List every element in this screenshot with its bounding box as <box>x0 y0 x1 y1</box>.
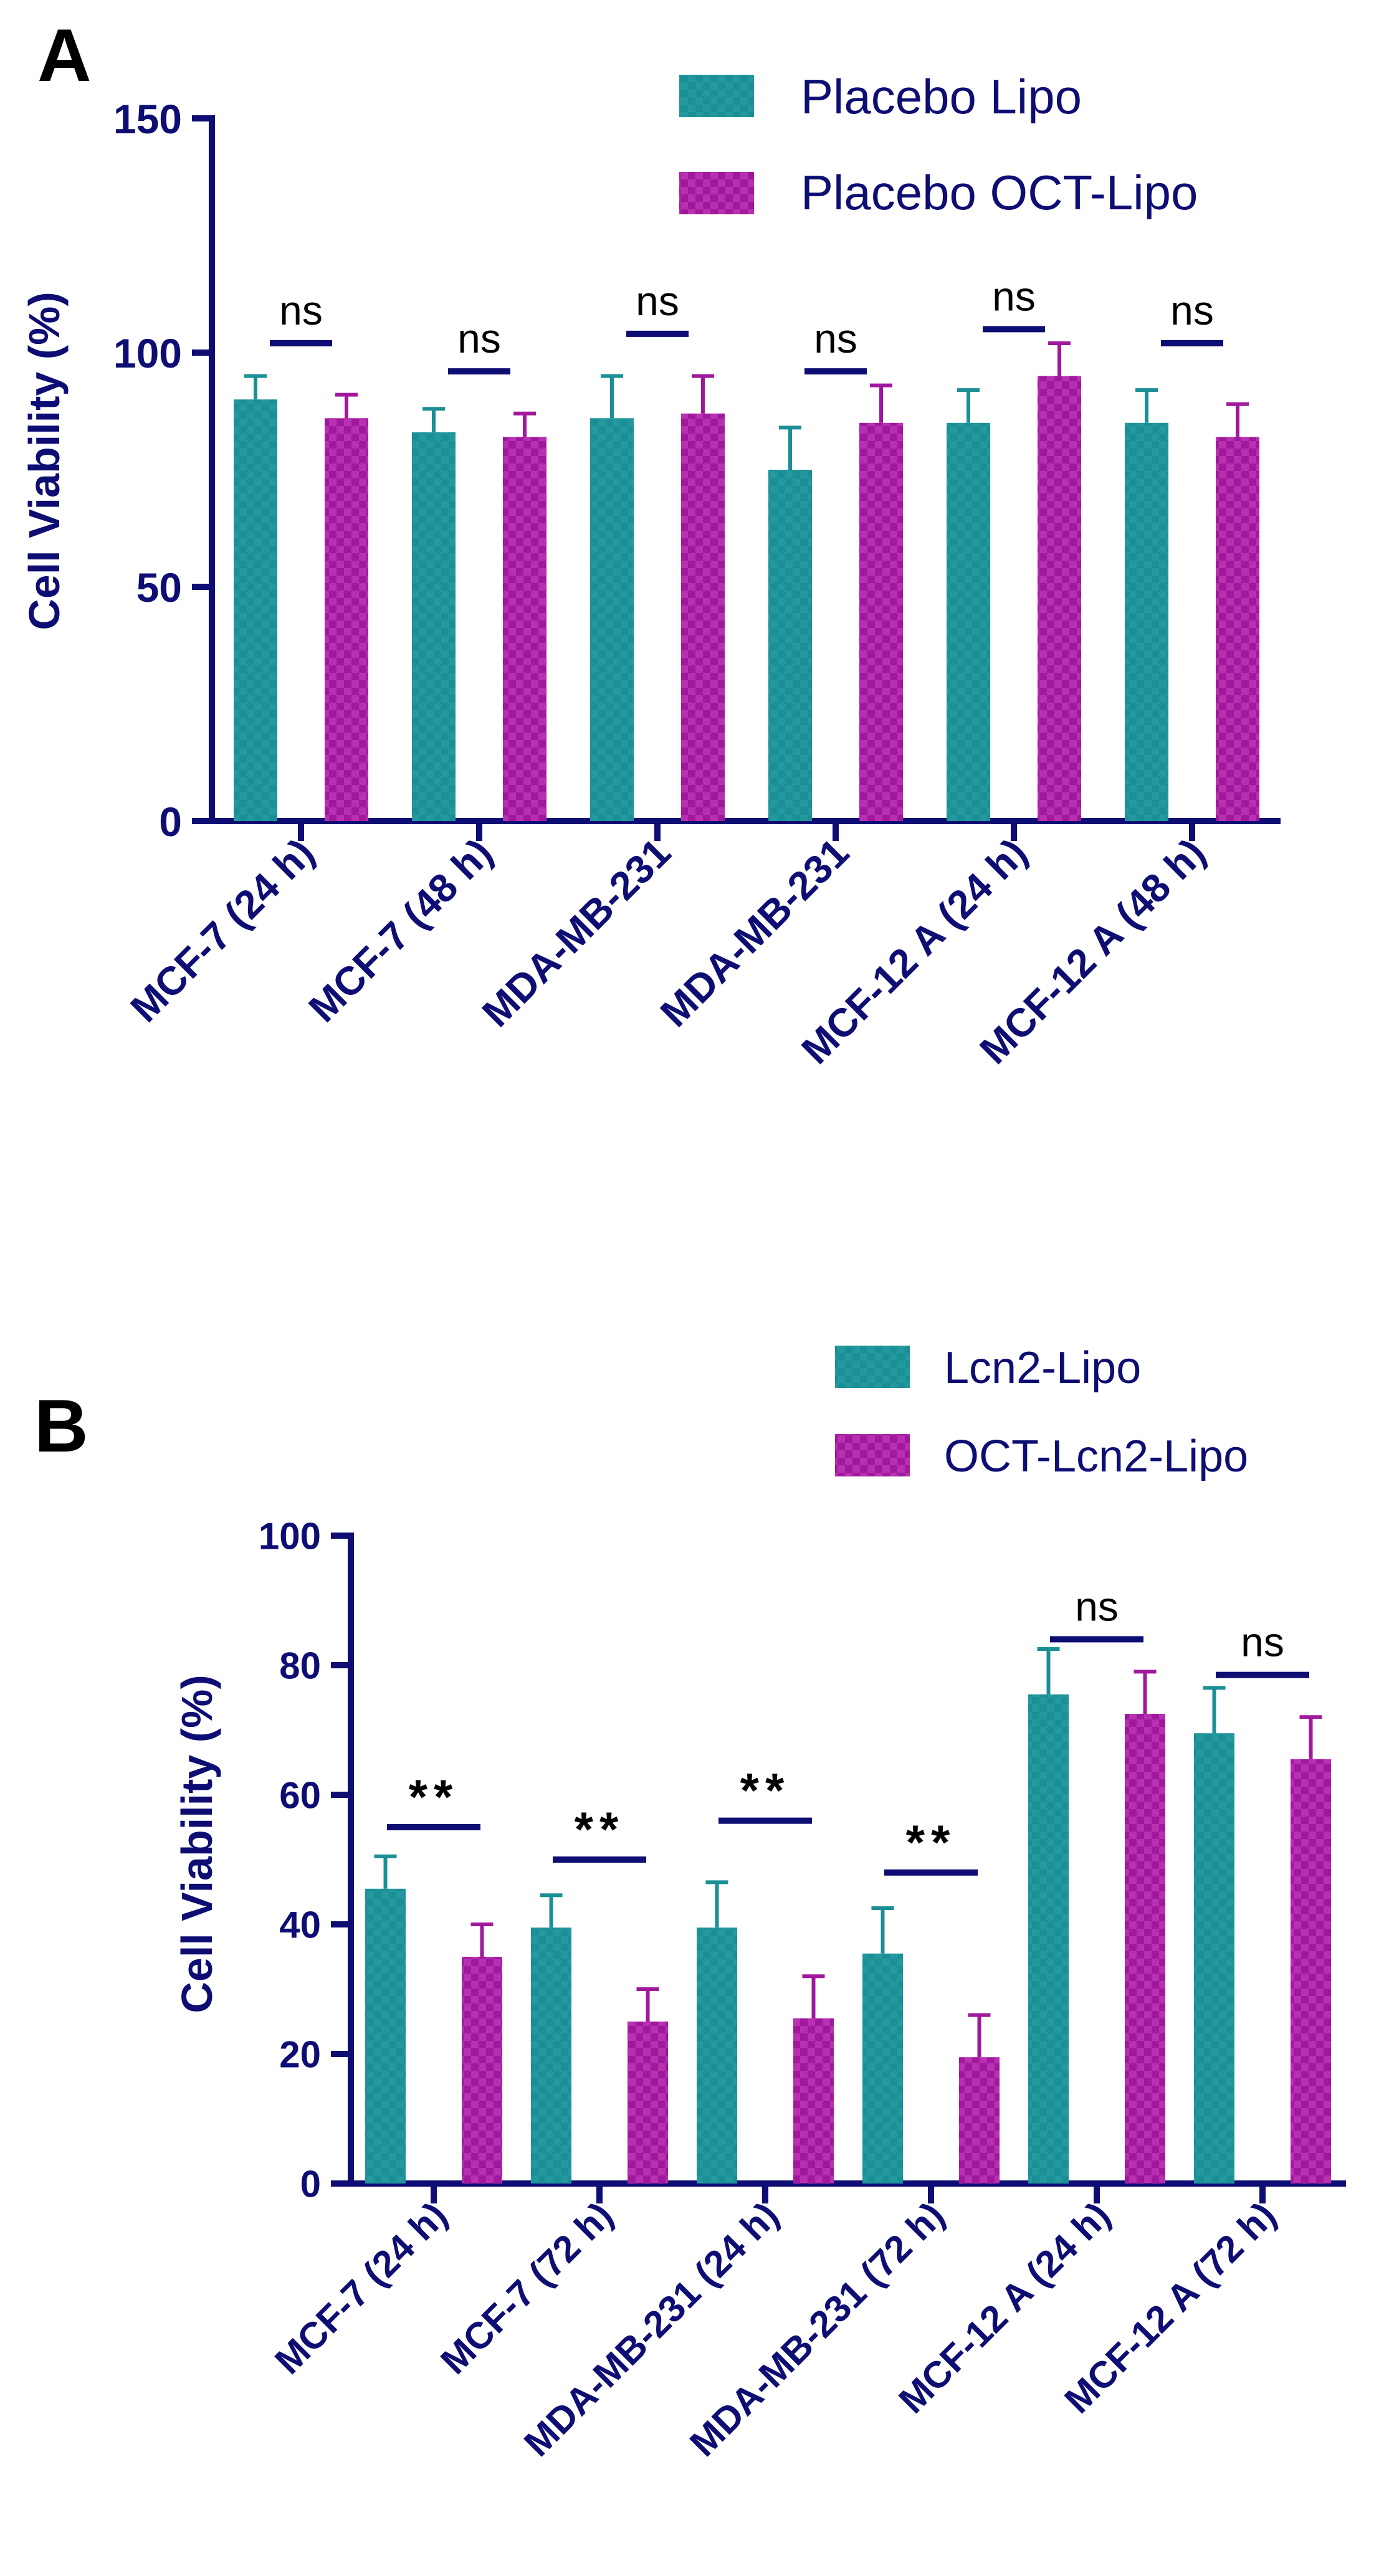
category-label: MCF-7 (24 h) <box>267 2194 455 2382</box>
bar-series2 <box>1291 1759 1331 2184</box>
bar-series1 <box>412 432 456 821</box>
bar-series1 <box>1028 1694 1069 2184</box>
bar-series1 <box>947 422 990 821</box>
significance-label: ns <box>1075 1583 1119 1629</box>
bar-series2 <box>462 1957 502 2184</box>
category-label: MCF-7 (72 h) <box>432 2194 621 2382</box>
legend-swatch-oct-lcn2-lipo <box>835 1434 910 1476</box>
panel-a-category-labels: MCF-7 (24 h)MCF-7 (48 h)MDA-MB-231MDA-MB… <box>122 830 1213 1073</box>
bar-series1 <box>590 418 634 821</box>
bar-series2 <box>1038 376 1081 821</box>
bar-series2 <box>793 2018 834 2184</box>
panel-a-legend: Placebo Lipo Placebo OCT-Lipo <box>679 69 1198 220</box>
bar-series2 <box>628 2022 668 2184</box>
panel-a-letter: A <box>37 14 92 97</box>
panel-b-y-ticks: 0 20 40 60 80 100 <box>259 1516 1346 2205</box>
bar-series1 <box>862 1953 903 2184</box>
legend-label-placebo-lipo: Placebo Lipo <box>801 69 1082 124</box>
bar-series1 <box>1194 1733 1234 2184</box>
category-label: MDA-MB-231 <box>652 830 857 1035</box>
significance-label: ** <box>906 1815 957 1870</box>
panel-b-legend: Lcn2-Lipo OCT-Lcn2-Lipo <box>835 1343 1248 1481</box>
panel-a-y-axis-label: Cell Viability (%) <box>20 292 69 630</box>
significance-label: ** <box>575 1802 625 1856</box>
y-tick-label: 100 <box>259 1516 321 1557</box>
panel-a-bars <box>234 341 1259 821</box>
panel-b-chart: B Cell Viability (%) 0 20 40 60 80 100 MCF-7 … <box>34 1343 1346 2464</box>
y-tick-label: 60 <box>279 1775 321 1817</box>
y-tick-label: 50 <box>136 564 182 611</box>
significance-label: ns <box>1170 287 1214 333</box>
bar-series1 <box>234 399 277 821</box>
panel-b-category-labels: MCF-7 (24 h)MCF-7 (72 h)MDA-MB-231 (24 h… <box>267 2194 1284 2464</box>
y-tick-label: 40 <box>279 1904 321 1946</box>
bar-series1 <box>365 1888 406 2184</box>
y-tick-label: 150 <box>113 96 182 142</box>
significance-label: ** <box>409 1769 459 1824</box>
y-tick-label: 20 <box>279 2034 321 2076</box>
category-label: MDA-MB-231 <box>474 830 679 1035</box>
significance-label: ns <box>636 278 679 324</box>
legend-label-oct-lcn2-lipo: OCT-Lcn2-Lipo <box>944 1432 1248 1481</box>
bar-series2 <box>859 422 903 821</box>
panel-b-y-axis-label: Cell Viability (%) <box>173 1675 221 2013</box>
panel-b-letter: B <box>34 1384 88 1468</box>
legend-label-lcn2-lipo: Lcn2-Lipo <box>944 1343 1141 1393</box>
bar-series1 <box>697 1927 737 2184</box>
panel-b-significance: ** ** ** ** ns ns <box>387 1583 1309 1876</box>
significance-label: ns <box>457 315 501 361</box>
category-label: MCF-7 (24 h) <box>122 830 322 1030</box>
legend-swatch-placebo-lipo <box>679 75 754 117</box>
bar-series1 <box>1125 422 1168 821</box>
panel-b-bars <box>365 1647 1331 2184</box>
significance-label: ns <box>814 315 857 361</box>
bar-series1 <box>531 1927 571 2184</box>
panel-a-chart: A Cell Viability (%) 0 50 100 150 MCF-7 (24… <box>20 14 1281 1072</box>
bar-series2 <box>1125 1714 1165 2184</box>
significance-label: ns <box>279 287 323 333</box>
legend-swatch-placebo-oct-lipo <box>679 172 754 214</box>
significance-label: ** <box>740 1763 791 1818</box>
y-tick-label: 0 <box>159 799 182 845</box>
y-tick-label: 100 <box>113 330 182 376</box>
bar-series2 <box>681 413 725 821</box>
bar-series2 <box>1216 437 1259 821</box>
legend-swatch-lcn2-lipo <box>835 1346 910 1388</box>
significance-label: ns <box>992 273 1036 319</box>
significance-label: ns <box>1241 1619 1284 1665</box>
y-tick-label: 0 <box>300 2164 321 2205</box>
panel-a-significance: ns ns ns ns ns ns <box>270 273 1223 375</box>
bar-series2 <box>503 437 547 821</box>
y-tick-label: 80 <box>279 1645 321 1687</box>
panel-a-y-ticks: 0 50 100 150 <box>113 96 1281 845</box>
bar-series1 <box>768 470 812 821</box>
bar-series2 <box>325 418 368 821</box>
legend-label-placebo-oct-lipo: Placebo OCT-Lipo <box>801 165 1198 220</box>
bar-series2 <box>959 2057 1000 2184</box>
category-label: MCF-7 (48 h) <box>300 830 500 1030</box>
